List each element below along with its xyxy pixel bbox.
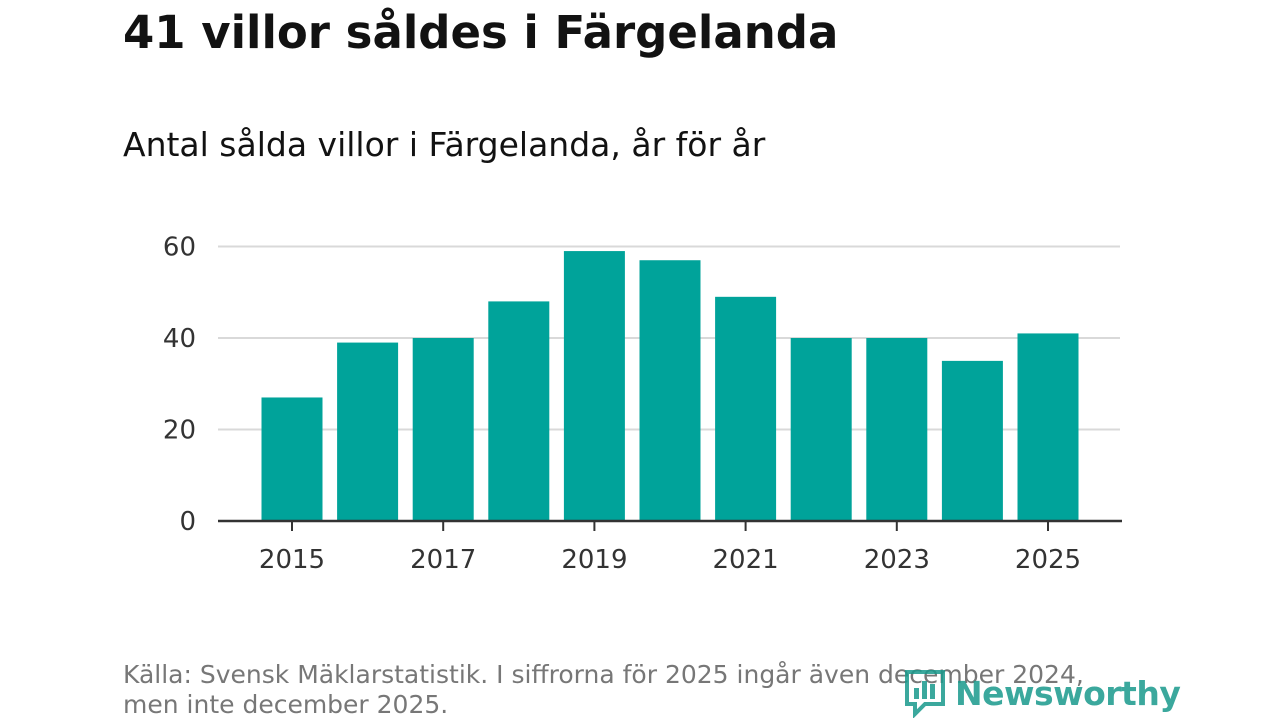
x-axis-ticks: 2015 2017 2019 2021 2023 2025: [259, 521, 1081, 575]
y-axis-ticks: 0 20 40 60: [163, 233, 196, 538]
y-tick-label: 20: [163, 416, 196, 446]
bar-2025: [1017, 333, 1079, 521]
y-tick-label: 0: [179, 507, 196, 537]
chart-subtitle: Antal sålda villor i Färgelanda, år för …: [123, 125, 766, 164]
source-note-line-2: men inte december 2025.: [123, 690, 449, 719]
newsworthy-logo-icon: [905, 670, 945, 718]
x-tick-label: 2017: [410, 545, 476, 575]
x-tick-label: 2015: [259, 545, 325, 575]
bars: [261, 251, 1079, 521]
bar-2016: [337, 342, 399, 521]
bar-2019: [563, 251, 625, 521]
bar-2023: [866, 338, 928, 521]
x-tick-label: 2021: [713, 545, 779, 575]
x-tick-label: 2023: [864, 545, 930, 575]
bar-2017: [412, 338, 474, 521]
bar-2020: [639, 260, 701, 521]
y-tick-label: 40: [163, 324, 196, 354]
bar-2018: [488, 301, 550, 521]
x-tick-label: 2025: [1015, 545, 1081, 575]
bar-2015: [261, 397, 323, 521]
bar-2021: [715, 296, 777, 521]
newsworthy-logo-text: Newsworthy: [955, 673, 1181, 713]
bar-2024: [941, 360, 1003, 521]
bar-2022: [790, 338, 852, 521]
x-tick-label: 2019: [561, 545, 627, 575]
y-tick-label: 60: [163, 233, 196, 263]
newsworthy-logo[interactable]: Newsworthy: [903, 668, 1181, 718]
chart-title: 41 villor såldes i Färgelanda: [123, 6, 839, 59]
